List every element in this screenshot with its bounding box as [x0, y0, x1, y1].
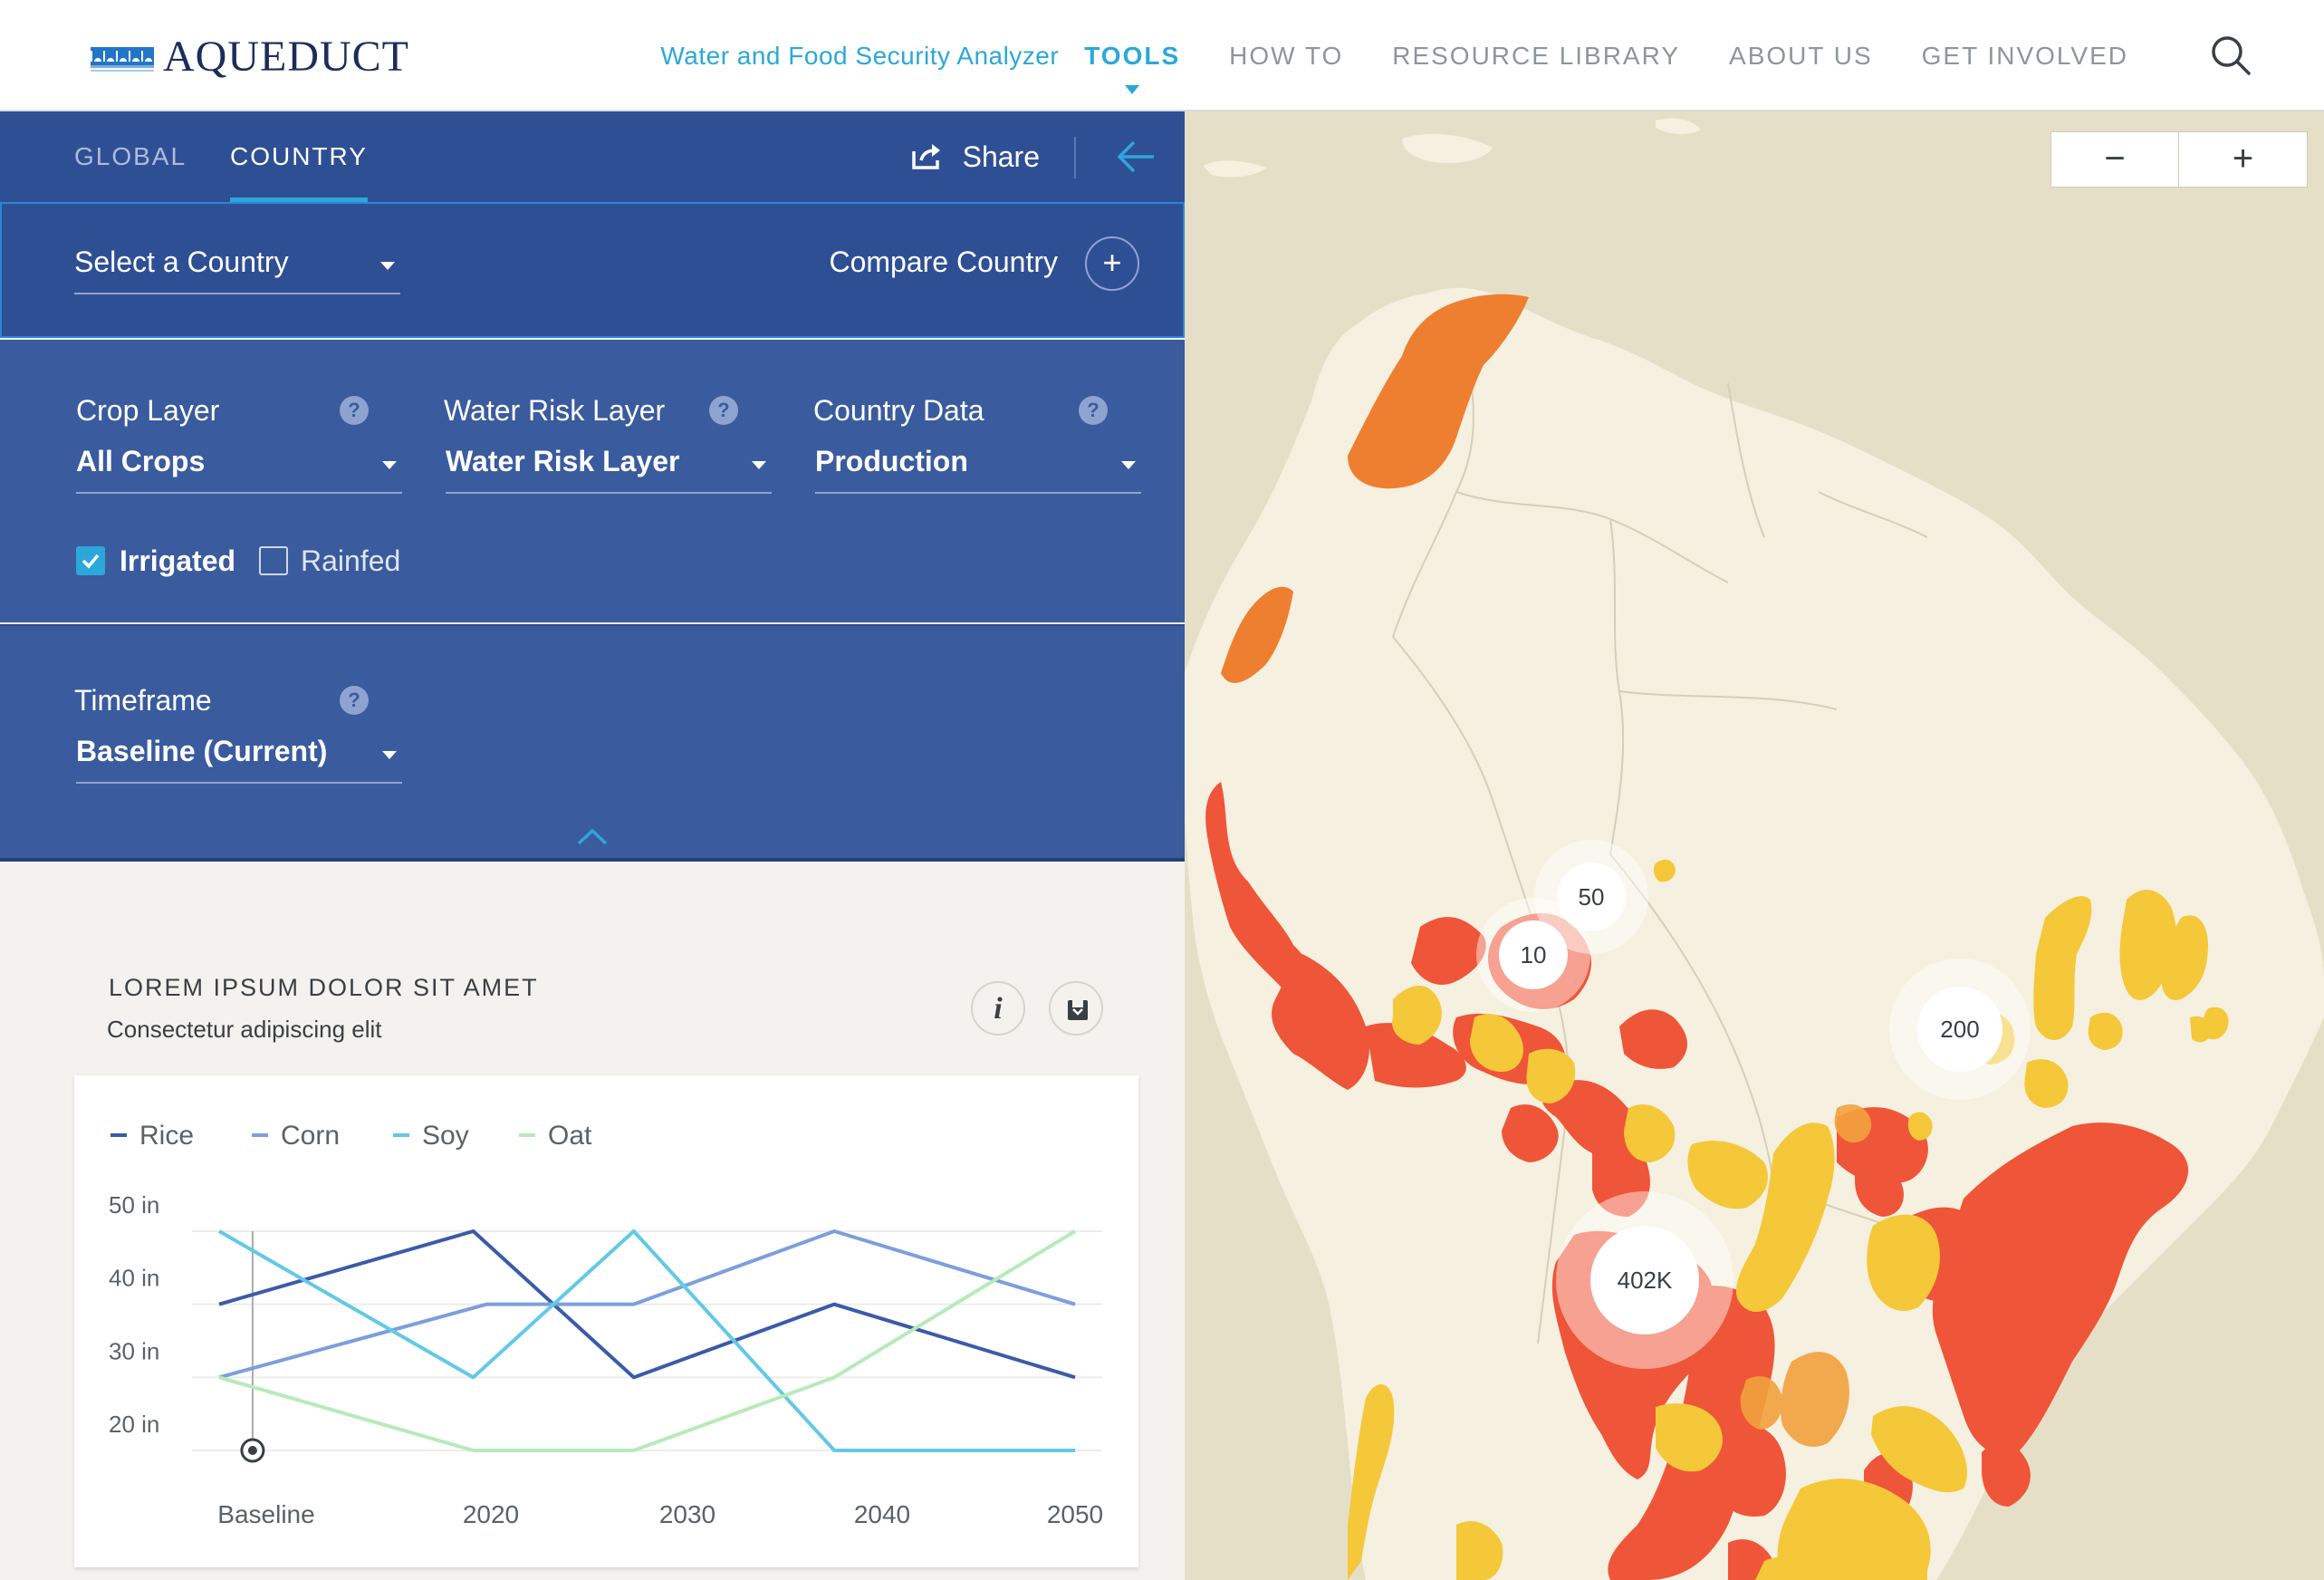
country-data-value: Production	[815, 445, 968, 477]
info-icon: i	[994, 992, 1003, 1026]
chevron-down-icon	[382, 461, 397, 469]
widget-title: LOREM IPSUM DOLOR SIT AMET	[109, 974, 539, 1001]
crop-layer-label: Crop Layer	[76, 394, 220, 427]
chevron-up-icon[interactable]	[576, 825, 609, 847]
chart-card: Rice Corn Soy Oat 50 in 40 in 30 in 20 in Baseli…	[74, 1075, 1138, 1567]
compare-country-label[interactable]: Compare Country	[829, 246, 1058, 278]
scope-tabs: GLOBAL COUNTRY Share	[0, 111, 1185, 202]
chevron-down-icon	[380, 262, 395, 270]
cluster-count: 402K	[1590, 1226, 1699, 1334]
water-risk-select[interactable]: Water Risk Layer	[446, 439, 772, 494]
series-line-soy	[218, 1229, 1075, 1452]
crop-line-chart: Rice Corn Soy Oat 50 in 40 in 30 in 20 in Baseli…	[109, 1121, 1103, 1528]
country-selector-row: Select a Country Compare Country +	[0, 202, 1185, 338]
country-data-label: Country Data	[813, 394, 984, 427]
crop-layer-select[interactable]: All Crops	[76, 439, 402, 494]
risk-region-high-orange	[1221, 294, 1529, 683]
aqueduct-logo-icon	[91, 47, 154, 72]
x-tick-label: 2020	[463, 1500, 519, 1528]
crop-layer-help-icon[interactable]: ?	[340, 396, 369, 425]
x-tick-label: 2050	[1047, 1500, 1103, 1528]
x-tick-label: 2030	[659, 1500, 715, 1528]
map-cluster-marker[interactable]: 402K	[1556, 1191, 1733, 1369]
tab-country[interactable]: COUNTRY	[230, 111, 368, 202]
timeframe-value: Baseline (Current)	[76, 735, 328, 767]
south-america-basemap	[1185, 118, 2324, 1580]
y-tick-label: 30 in	[109, 1337, 159, 1364]
cluster-count: 50	[1557, 862, 1626, 931]
analysis-sidebar: GLOBAL COUNTRY Share Select a Country Co…	[0, 111, 1185, 1580]
brand-name: AQUEDUCT	[163, 32, 409, 81]
share-label: Share	[962, 140, 1040, 173]
download-icon	[1068, 1000, 1088, 1020]
search-icon[interactable]	[2210, 34, 2252, 76]
legend-label-corn: Corn	[281, 1121, 340, 1151]
y-tick-label: 20 in	[109, 1411, 159, 1438]
country-data-select[interactable]: Production	[815, 439, 1141, 494]
timeframe-select[interactable]: Baseline (Current)	[76, 729, 402, 784]
tab-divider	[1074, 137, 1076, 178]
irrigated-checkbox[interactable]	[76, 546, 105, 575]
top-header: AQUEDUCT Water and Food Security Analyze…	[0, 0, 2324, 111]
irrigated-label[interactable]: Irrigated	[120, 544, 236, 577]
nav-subtitle-link[interactable]: Water and Food Security Analyzer	[660, 41, 1060, 70]
rainfed-label[interactable]: Rainfed	[301, 544, 401, 577]
rainfed-checkbox[interactable]	[259, 546, 288, 575]
arrow-left-icon[interactable]	[1116, 139, 1156, 175]
add-compare-country-button[interactable]: +	[1085, 236, 1139, 291]
nav-item-tools[interactable]: TOOLS	[1084, 41, 1181, 94]
series-line-oat	[218, 1229, 1077, 1452]
x-tick-label: Baseline	[217, 1500, 314, 1528]
nav-item-get-involved[interactable]: GET INVOLVED	[1921, 41, 2128, 70]
map-cluster-marker[interactable]: 10	[1476, 898, 1590, 1012]
caribbean-island	[1203, 160, 1266, 178]
map-cluster-marker[interactable]: 50	[1534, 840, 1648, 954]
cluster-count: 200	[1917, 987, 2002, 1072]
zoom-out-button[interactable]: −	[2051, 132, 2179, 187]
risk-region-medium-yellow	[1348, 859, 2229, 1580]
crop-layer-value: All Crops	[76, 445, 206, 477]
widget-subtitle: Consectetur adipiscing elit	[107, 1016, 382, 1043]
share-icon	[911, 144, 940, 169]
main-nav: Water and Food Security Analyzer TOOLS H…	[660, 0, 2128, 111]
caribbean-island	[1656, 118, 1701, 135]
risk-region-light-orange	[1740, 1103, 1872, 1447]
baseline-marker-dot	[247, 1446, 257, 1455]
water-risk-layer-label: Water Risk Layer	[444, 394, 666, 427]
timeframe-help-icon[interactable]: ?	[340, 686, 369, 715]
water-risk-help-icon[interactable]: ?	[709, 396, 738, 425]
country-data-help-icon[interactable]: ?	[1079, 396, 1108, 425]
x-tick-label: 2040	[854, 1500, 910, 1528]
widget-download-button[interactable]	[1049, 981, 1103, 1036]
chevron-down-icon	[382, 751, 397, 759]
layer-filters: Crop Layer ? All Crops Water Risk Layer …	[0, 340, 1185, 622]
legend-label-oat: Oat	[548, 1121, 592, 1151]
country-select-placeholder: Select a Country	[74, 246, 289, 278]
nav-item-how-to[interactable]: HOW TO	[1229, 41, 1344, 70]
zoom-controls: − +	[2050, 131, 2308, 188]
checkmark-icon	[82, 554, 100, 569]
timeframe-label: Timeframe	[74, 684, 212, 717]
aqueduct-logo[interactable]: AQUEDUCT	[91, 27, 409, 85]
chevron-down-icon	[1121, 461, 1136, 469]
series-line-corn	[218, 1229, 1076, 1380]
y-tick-label: 40 in	[109, 1265, 159, 1292]
zoom-in-button[interactable]: +	[2232, 139, 2254, 178]
legend-label-rice: Rice	[139, 1121, 194, 1151]
share-button[interactable]: Share	[910, 135, 1040, 178]
map-view[interactable]: − + 50 10 200 402K	[1185, 111, 2324, 1580]
tab-global[interactable]: GLOBAL	[74, 142, 187, 170]
timeframe-section: Timeframe ? Baseline (Current)	[0, 624, 1185, 862]
nav-item-about-us[interactable]: ABOUT US	[1729, 41, 1873, 70]
legend-label-soy: Soy	[422, 1121, 469, 1151]
y-tick-label: 50 in	[109, 1191, 159, 1219]
nav-item-resource-library[interactable]: RESOURCE LIBRARY	[1392, 41, 1681, 70]
chevron-down-icon	[752, 461, 766, 469]
cluster-count: 10	[1499, 920, 1568, 989]
water-risk-value: Water Risk Layer	[446, 445, 680, 477]
widget-info-button[interactable]: i	[971, 981, 1025, 1036]
map-cluster-marker[interactable]: 200	[1889, 959, 2031, 1100]
caribbean-island	[1402, 133, 1493, 163]
country-select[interactable]: Select a Country	[74, 240, 400, 294]
